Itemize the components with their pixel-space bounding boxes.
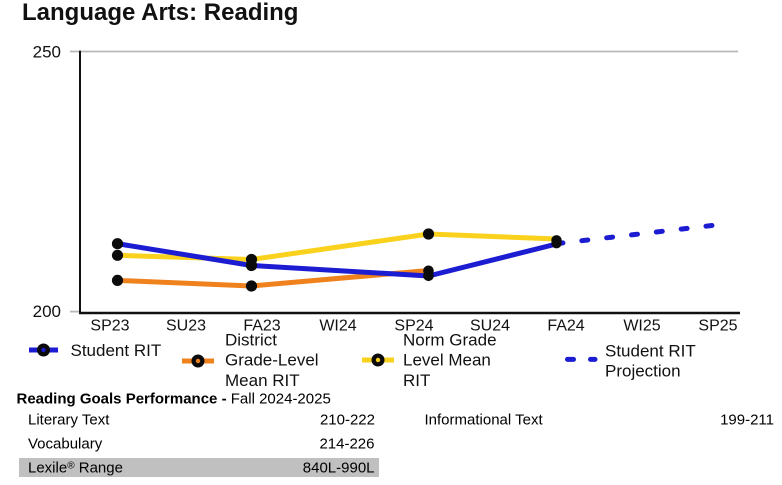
svg-text:Vocabulary: Vocabulary [28, 436, 103, 453]
svg-text:FA23: FA23 [243, 318, 280, 335]
svg-text:District: District [225, 330, 277, 349]
svg-text:840L-990L: 840L-990L [303, 460, 375, 477]
svg-text:Grade-Level: Grade-Level [225, 350, 319, 369]
svg-text:SP23: SP23 [90, 318, 129, 335]
svg-text:200: 200 [33, 302, 61, 321]
svg-text:Student RIT: Student RIT [71, 341, 162, 360]
svg-text:Mean RIT: Mean RIT [225, 371, 300, 390]
svg-text:SP25: SP25 [698, 318, 737, 335]
svg-text:RIT: RIT [403, 371, 430, 390]
svg-text:210-222: 210-222 [320, 412, 375, 429]
svg-text:SU24: SU24 [470, 318, 510, 335]
svg-text:Level Mean: Level Mean [403, 350, 491, 369]
svg-text:214-226: 214-226 [319, 436, 374, 453]
svg-text:SP24: SP24 [394, 318, 433, 335]
svg-text:WI25: WI25 [623, 318, 660, 335]
svg-text:199-211: 199-211 [720, 412, 774, 429]
svg-text:Informational Text: Informational Text [425, 412, 544, 429]
svg-text:Norm Grade: Norm Grade [403, 330, 497, 349]
svg-text:Projection: Projection [605, 362, 681, 381]
svg-text:250: 250 [33, 43, 61, 62]
svg-text:WI24: WI24 [319, 318, 356, 335]
svg-text:Literary Text: Literary Text [28, 412, 110, 429]
svg-text:Student RIT: Student RIT [605, 342, 696, 361]
svg-text:Reading Goals Performance - Fa: Reading Goals Performance - Fall 2024-20… [17, 391, 331, 408]
svg-text:Lexile® Range: Lexile® Range [28, 460, 123, 477]
svg-text:FA24: FA24 [547, 318, 584, 335]
svg-text:SU23: SU23 [166, 318, 206, 335]
svg-text:Language Arts: Reading: Language Arts: Reading [22, 0, 298, 26]
